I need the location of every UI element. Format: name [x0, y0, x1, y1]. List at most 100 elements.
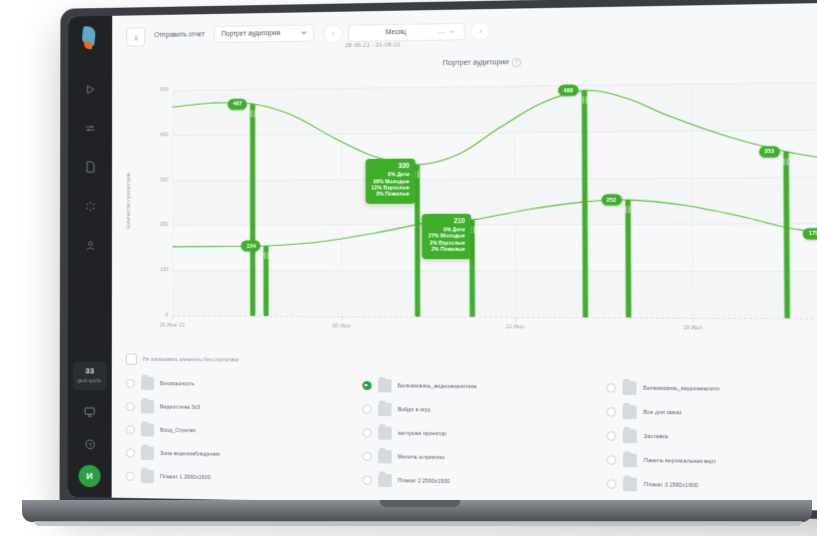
legend-item-label: заглушка проектор [397, 430, 447, 437]
tooltip-row: 3% Пожилые [376, 191, 410, 199]
report-type-select[interactable]: Портрет аудитории [214, 24, 315, 44]
legend-radio[interactable] [607, 479, 617, 489]
chart-bar[interactable] [581, 90, 589, 318]
bar-grip[interactable] [625, 206, 630, 214]
legend-item-label: Все для связи [643, 409, 682, 416]
list-item[interactable]: Безопасность [125, 372, 362, 398]
legend-item-label: Белкомсвязь_видеоаналити [643, 385, 720, 393]
y-axis-tick: 0 [165, 312, 169, 319]
toolbar: Отправить отчет Портрет аудитории ‹ Меся… [112, 2, 817, 62]
list-item[interactable]: Заставка [606, 424, 817, 452]
legend-radio[interactable] [361, 380, 372, 391]
chart-bar[interactable] [250, 103, 256, 316]
list-item[interactable]: Плакат 1 2560х1600 [125, 465, 362, 492]
y-axis-tick: 300 [159, 177, 169, 184]
tooltip-row: 36% Молодые [373, 178, 410, 186]
sidebar-item-help[interactable]: ? [76, 433, 104, 460]
sidebar-item-play[interactable] [75, 74, 105, 104]
application-window: 33 дней пробн. ? И [67, 2, 817, 512]
info-icon[interactable]: i [511, 57, 522, 68]
y-axis-label: Количество просмотров [125, 173, 133, 229]
folder-thumbnail-icon [377, 402, 392, 417]
y-axis-tick: 400 [159, 132, 169, 139]
period-decrease-button[interactable]: — [437, 27, 446, 37]
period-increase-button[interactable]: + [449, 27, 455, 37]
hide-empty-checkbox[interactable] [125, 353, 137, 365]
list-item[interactable]: Белкомсвязь_видеоаналити [606, 376, 817, 403]
tooltip-value: 330 [398, 162, 410, 171]
list-item[interactable]: Все для связи [606, 400, 817, 427]
list-item[interactable]: заглушка проектор [362, 421, 607, 448]
laptop-notch [380, 500, 460, 507]
download-report-button[interactable] [126, 27, 146, 47]
send-report-label[interactable]: Отправить отчет [154, 31, 206, 40]
legend-radio[interactable] [606, 383, 617, 393]
bar-grip[interactable] [264, 251, 269, 260]
y-axis-tick: 200 [159, 222, 169, 229]
sidebar-item-account[interactable] [75, 230, 105, 260]
legend-item-label: Плакат 1 2560х1600 [160, 473, 211, 481]
folder-thumbnail-icon [140, 376, 155, 391]
bar-grip[interactable] [783, 157, 789, 166]
list-item[interactable]: Белкомсвязь_видеоаналитика [361, 374, 607, 400]
legend-columns: Безопасность Видеостена 3х3 Вход_Стрелки Зо… [125, 372, 817, 501]
hide-empty-label: Не показывать элементы без статистики [142, 356, 239, 364]
document-icon [85, 161, 96, 173]
period-value: Месяц [385, 28, 407, 37]
legend-radio[interactable] [125, 425, 135, 435]
legend-item-label: Заставка [643, 433, 668, 440]
x-axis-tick: 12 Июл [505, 324, 524, 331]
y-axis-tick: 500 [159, 87, 169, 94]
legend-radio[interactable] [362, 404, 372, 414]
sidebar-item-documents[interactable] [75, 152, 105, 182]
legend-item-label: Безопасность [160, 380, 195, 387]
next-period-button[interactable]: › [470, 21, 491, 42]
period-pager: ‹ Месяц — + › [323, 21, 491, 44]
svg-text:?: ? [88, 442, 91, 448]
legend-radio[interactable] [125, 378, 135, 388]
legend-radio[interactable] [125, 471, 135, 481]
legend-item-label: Мелочь а приятно [397, 453, 445, 461]
bar-grip[interactable] [250, 109, 255, 118]
list-item[interactable]: Видеостена 3х3 [125, 395, 362, 421]
chart-plot[interactable]: 0 100 200 300 400 500 28 Июн '21 05 Июл 12 Июл 19… [160, 81, 817, 332]
tooltip-row: 2% Пожилые [431, 246, 466, 254]
list-item[interactable]: Плакат 2 2560х1600 [362, 468, 607, 496]
chart-bar[interactable] [624, 199, 631, 318]
legend-radio[interactable] [362, 475, 372, 485]
list-item[interactable]: Вход_Стрелки [125, 418, 362, 444]
chart-bar[interactable] [263, 245, 270, 316]
page-title: Портрет аудитории [442, 59, 509, 68]
legend-item-label: Панель вертикальная верт [643, 457, 716, 465]
sidebar-item-screens[interactable] [76, 400, 104, 426]
brand-logo-icon[interactable] [79, 26, 101, 52]
bar-grip[interactable] [582, 96, 587, 104]
legend-radio[interactable] [125, 448, 135, 458]
legend-column: Белкомсвязь_видеоаналити Все для связи Зас… [606, 376, 817, 501]
chart-bar[interactable] [783, 151, 790, 319]
folder-thumbnail-icon [622, 405, 638, 420]
avatar[interactable]: И [78, 464, 101, 488]
legend-radio[interactable] [362, 428, 372, 438]
legend-radio[interactable] [362, 451, 372, 462]
monitor-icon [84, 405, 96, 423]
legend-item-label: Белкомсвязь_видеоаналитика [397, 382, 477, 390]
sidebar-item-devices[interactable] [75, 191, 105, 221]
date-range-label: 28-06-21 - 01-08-21 [345, 42, 401, 50]
prev-period-button[interactable]: ‹ [323, 23, 344, 44]
dots-circle-icon [84, 200, 95, 211]
list-item[interactable]: Войди в игру [362, 397, 607, 424]
hide-empty-row[interactable]: Не показывать элементы без статистики [125, 353, 817, 371]
legend-item-label: Плакат 2 2560х1600 [397, 477, 450, 485]
legend-radio[interactable] [606, 455, 617, 465]
main-content: Отправить отчет Портрет аудитории ‹ Меся… [111, 2, 817, 512]
legend-radio[interactable] [606, 431, 617, 441]
sidebar-item-playlists[interactable] [75, 113, 105, 143]
trial-badge[interactable]: 33 дней пробн. [72, 361, 107, 391]
list-item[interactable]: Плакат 3 2560х1600 [607, 472, 817, 500]
legend-radio[interactable] [125, 401, 135, 412]
laptop-foot [34, 521, 802, 526]
y-axis-tick: 100 [159, 267, 169, 274]
period-select[interactable]: Месяц — + [348, 22, 466, 43]
legend-radio[interactable] [606, 407, 617, 417]
